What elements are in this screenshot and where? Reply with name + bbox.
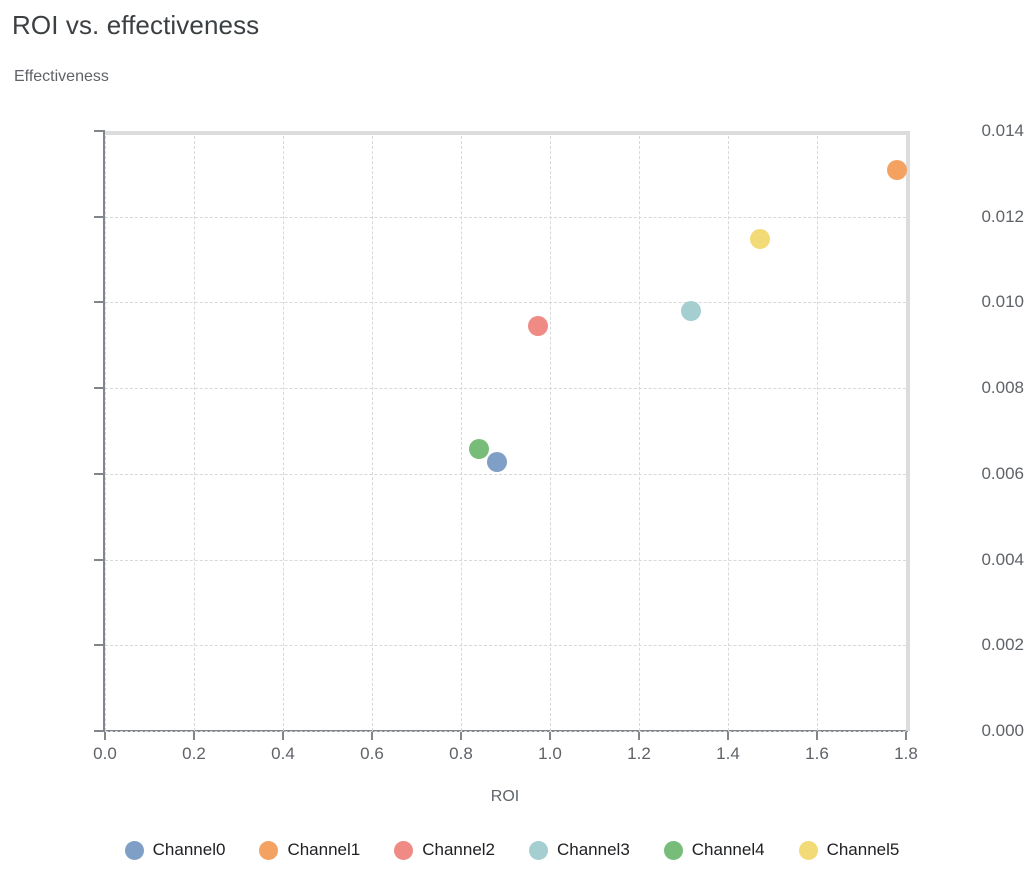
gridline-vertical <box>372 131 373 731</box>
legend-swatch-icon <box>663 840 683 860</box>
data-point-channel4[interactable] <box>469 439 490 459</box>
x-tick-label: 0.0 <box>93 744 117 763</box>
x-tick-label: 1.4 <box>716 744 740 763</box>
gridline-vertical <box>283 131 284 731</box>
legend-swatch-icon <box>529 840 548 860</box>
x-axis-title: ROI <box>490 788 520 805</box>
y-tick-label: 0.010 <box>981 292 1024 312</box>
data-point-channel0[interactable] <box>487 451 508 472</box>
y-tick-label: 0.004 <box>981 549 1024 569</box>
legend-swatch-icon <box>124 840 144 860</box>
x-tick-mark <box>104 731 106 740</box>
y-tick-mark <box>94 215 104 218</box>
x-tick-label: 0.6 <box>360 744 384 763</box>
x-tick-mark <box>727 731 729 740</box>
y-tick-label: 0.008 <box>981 378 1024 398</box>
y-axis-title: Effectiveness <box>14 68 109 85</box>
gridline-horizontal <box>105 302 906 304</box>
x-tick-label: 1.2 <box>627 744 651 763</box>
legend-item-label: Channel3 <box>557 840 630 859</box>
legend-item-label: Channel4 <box>691 840 765 859</box>
data-point-channel2[interactable] <box>527 316 548 336</box>
x-tick-label: 0.4 <box>271 744 295 763</box>
gridline-horizontal <box>105 473 906 475</box>
x-tick-mark <box>549 731 551 740</box>
gridline-vertical <box>105 131 106 731</box>
x-tick-label: 1.0 <box>538 744 562 763</box>
y-tick-label: 0.006 <box>981 463 1024 483</box>
data-point-channel1[interactable] <box>887 159 908 180</box>
y-tick-mark <box>94 301 104 304</box>
x-tick-label: 0.8 <box>449 744 473 763</box>
legend-item-label: Channel1 <box>287 840 361 859</box>
x-tick-mark <box>905 731 907 740</box>
x-tick-mark <box>371 731 373 740</box>
data-point-channel3[interactable] <box>681 301 702 321</box>
y-tick-label: 0.002 <box>981 635 1024 655</box>
legend-item-label: Channel2 <box>422 840 495 859</box>
y-tick-label: 0.012 <box>981 206 1024 226</box>
y-tick-label: 0.014 <box>981 121 1024 140</box>
legend-swatch-icon <box>259 840 279 860</box>
legend-item-channel2[interactable]: Channel2 <box>394 840 495 860</box>
x-tick-mark <box>460 731 462 740</box>
legend-item-channel0[interactable]: Channel0 <box>124 840 226 860</box>
y-tick-mark <box>94 558 104 561</box>
gridline-vertical <box>906 131 910 731</box>
x-tick-label: 1.6 <box>805 744 829 763</box>
gridline-horizontal <box>105 731 906 732</box>
legend-item-channel3[interactable]: Channel3 <box>529 840 630 860</box>
legend-item-channel4[interactable]: Channel4 <box>663 840 765 860</box>
legend-swatch-icon <box>394 840 414 860</box>
gridline-horizontal <box>105 645 906 647</box>
gridline-vertical <box>728 131 729 731</box>
y-tick-mark <box>94 387 104 390</box>
gridline-vertical <box>194 131 195 731</box>
legend-item-label: Channel5 <box>826 840 900 859</box>
legend-swatch-icon <box>798 840 818 860</box>
gridline-vertical <box>461 131 462 731</box>
x-tick-mark <box>638 731 640 740</box>
data-point-channel5[interactable] <box>750 229 771 249</box>
y-tick-mark <box>94 644 104 647</box>
gridline-vertical <box>550 131 551 731</box>
y-tick-mark <box>94 730 104 732</box>
plot-area <box>105 131 910 732</box>
gridline-horizontal <box>105 216 906 218</box>
x-tick-label: 1.8 <box>894 744 918 763</box>
gridline-vertical <box>817 131 818 731</box>
legend-item-channel1[interactable]: Channel1 <box>259 840 360 860</box>
legend-item-label: Channel0 <box>152 840 226 859</box>
y-tick-label: 0.000 <box>981 721 1024 740</box>
gridline-horizontal <box>105 131 906 135</box>
x-tick-mark <box>816 731 818 740</box>
page-title: ROI vs. effectiveness <box>12 10 260 40</box>
gridline-vertical <box>639 131 640 731</box>
gridline-horizontal <box>105 388 906 390</box>
x-tick-label: 0.2 <box>182 744 206 763</box>
x-tick-mark <box>193 731 195 740</box>
y-axis-spine <box>103 130 105 732</box>
y-tick-mark <box>94 130 104 132</box>
gridline-horizontal <box>105 559 906 561</box>
legend-item-channel5[interactable]: Channel5 <box>798 840 900 860</box>
x-tick-mark <box>282 731 284 740</box>
chart-legend: Channel0 Channel1 Channel2 Channel3 Channel4… <box>0 840 1024 860</box>
y-tick-mark <box>94 472 104 475</box>
